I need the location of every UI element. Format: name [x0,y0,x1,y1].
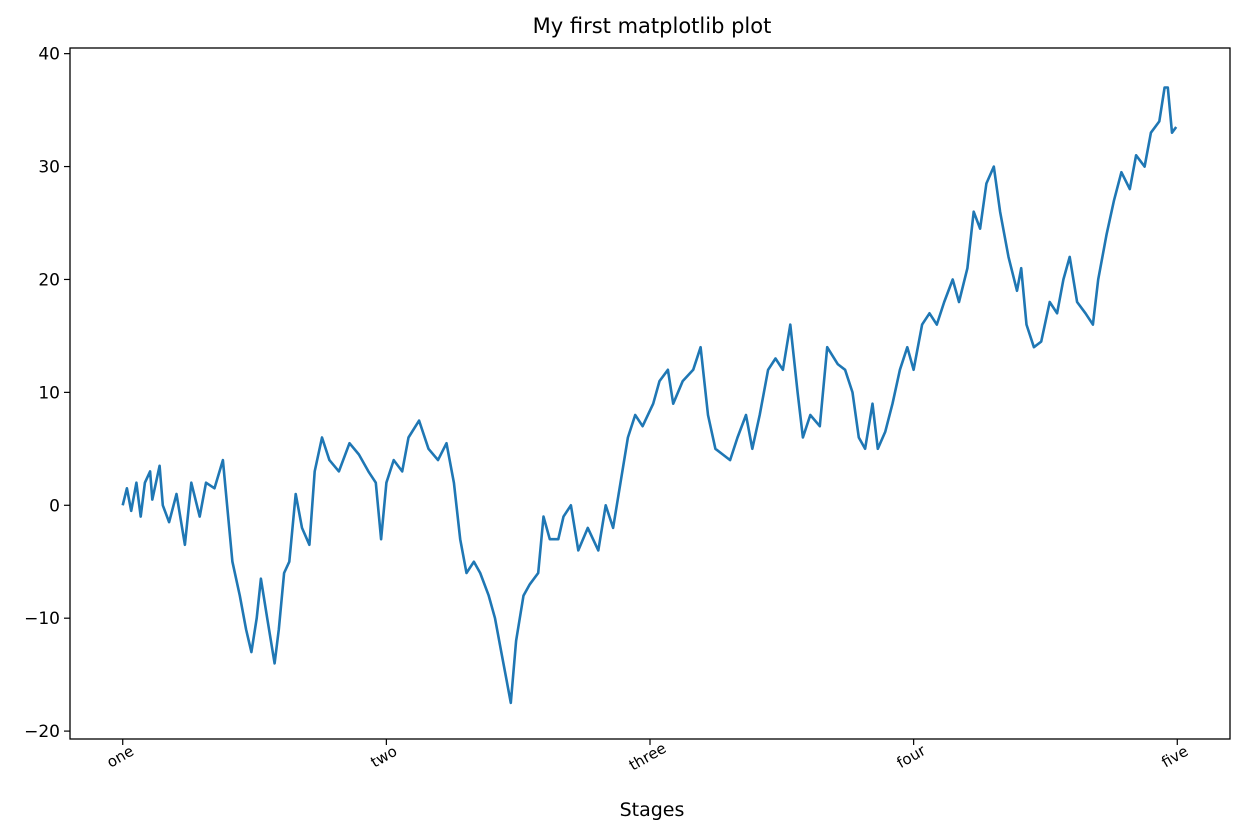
y-tick-label: 0 [49,496,60,516]
chart-title: My first matplotlib plot [533,14,772,38]
y-tick-label: 20 [38,270,60,290]
y-axis: −20 −10 0 10 20 30 40 [24,45,70,742]
x-axis: one two three four five [104,739,1192,774]
axes-frame [69,47,1231,740]
x-tick-label: five [1158,742,1191,771]
y-tick-label: 30 [38,158,60,178]
x-tick-label: one [104,742,137,772]
y-tick-label: 10 [38,383,60,403]
x-axis-label: Stages [620,799,685,821]
x-tick-label: two [368,742,401,771]
y-tick-label: 40 [38,45,60,65]
series-line [121,86,1178,705]
x-tick-label: three [626,739,669,774]
plot-area [121,86,1178,705]
y-tick-label: −20 [24,722,60,742]
y-tick-label: −10 [24,609,60,629]
x-tick-label: four [894,741,930,772]
